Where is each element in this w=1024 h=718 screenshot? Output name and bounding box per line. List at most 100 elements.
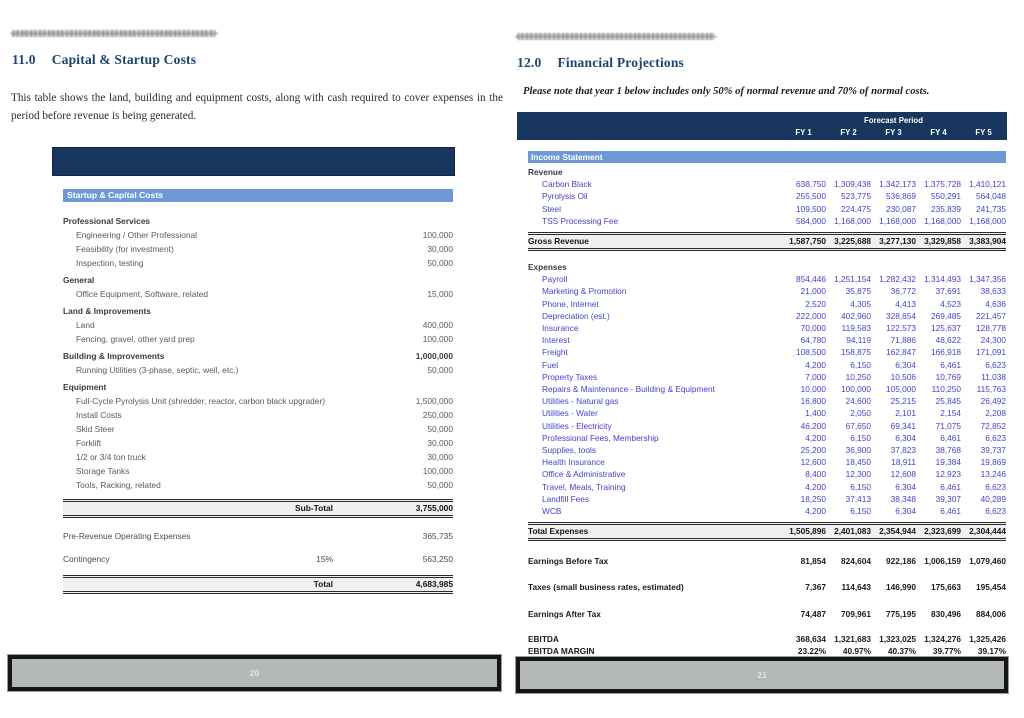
expense-row: Repairs & Maintenance - Building & Equip… (528, 383, 1006, 395)
expense-row: Payroll 854,446 1,251,154 1,282,432 1,314,49… (528, 273, 1006, 285)
row-value: 1,079,460 (969, 556, 1006, 567)
expense-row: Supplies, tools 25,200 36,900 37,823 38,768 3… (528, 444, 1006, 456)
row-value: 775,195 (886, 608, 916, 619)
column-header-fy1: FY 1 (795, 128, 812, 137)
table-row: Fencing, gravel, other yard prep 100,000 (63, 334, 453, 344)
row-value: 1,324,276 (924, 633, 961, 644)
column-header-fy4: FY 4 (930, 128, 947, 137)
row-value: 1,410,121 (969, 179, 1006, 190)
expenses-section-label: Expenses (528, 261, 1006, 273)
subtotal-row: Sub-Total 3,755,000 (63, 499, 453, 518)
section-label: Revenue (528, 167, 563, 177)
row-value: 6,304 (895, 359, 916, 370)
row-value: 36,900 (845, 445, 871, 456)
row-value: 1,347,356 (969, 274, 1006, 285)
ebitda-margin-row: EBITDA MARGIN 23.22% 40.97% 40.37% 39.77% 39.… (528, 645, 1006, 657)
row-value: 2,101 (895, 408, 916, 419)
section-number: 12.0 (517, 55, 542, 70)
row-value: 2,208 (985, 408, 1006, 419)
row-value: 21,000 (800, 286, 826, 297)
row-value: 1,309,438 (834, 179, 871, 190)
gross-revenue-row: Gross Revenue 1,587,750 3,225,688 3,277,130… (528, 232, 1006, 252)
row-value: 158,875 (841, 347, 871, 358)
row-value: 64,780 (800, 335, 826, 346)
row-value: 824,604 (841, 556, 871, 567)
row-label: Office Equipment, Software, related (76, 289, 209, 299)
row-label: Marketing & Promotion (542, 286, 627, 297)
row-value: 122,573 (886, 323, 916, 334)
row-value: 15,000 (427, 289, 453, 299)
expense-row: Health Insurance 12,600 18,450 18,911 19,384… (528, 456, 1006, 468)
row-label: Property Taxes (542, 371, 598, 382)
expense-row: Depreciation (est.) 222,000 402,960 328,654… (528, 310, 1006, 322)
section-row: Building & Improvements 1,000,000 (63, 351, 453, 361)
table-row: Running Utilities (3-phase, septic, well… (63, 365, 453, 375)
row-value: 6,150 (850, 432, 871, 443)
row-value: 6,461 (940, 481, 961, 492)
income-statement-band: Income Statement (528, 151, 1006, 163)
row-value: 564,048 (976, 191, 1006, 202)
row-value: 4,200 (805, 359, 826, 370)
row-value: 40,289 (980, 493, 1006, 504)
row-value: 1,251,154 (834, 274, 871, 285)
row-value: 854,446 (796, 274, 826, 285)
assumption-note: Please note that year 1 below includes o… (523, 86, 930, 97)
row-value: 105,000 (886, 384, 916, 395)
section-title: Financial Projections (557, 55, 685, 70)
redacted-header-line (515, 33, 717, 40)
expense-row: Freight 108,500 158,875 162,847 166,918 171,0… (528, 346, 1006, 358)
row-value: 224,475 (841, 203, 871, 214)
row-value: 4,413 (895, 298, 916, 309)
row-value: 884,006 (976, 608, 1006, 619)
contingency-rate: 15% (316, 554, 333, 564)
row-value: 536,869 (886, 191, 916, 202)
row-value: 100,000 (422, 334, 453, 344)
row-value: 230,087 (886, 203, 916, 214)
expense-row: Phone, Internet 2,520 4,305 4,413 4,523 4,636 (528, 298, 1006, 310)
row-label: Utilities - Natural gas (542, 396, 619, 407)
row-label: Skid Steer (76, 424, 115, 434)
row-value: 16,800 (800, 396, 826, 407)
redacted-header-line (10, 30, 218, 37)
row-value: 26,492 (980, 396, 1006, 407)
table-row: Install Costs 250,000 (63, 410, 453, 420)
row-label: Travel, Meals, Training (542, 481, 626, 492)
document-page-left: 11.0 Capital & Startup Costs This table … (0, 0, 505, 718)
row-value: 2,354,944 (879, 526, 916, 537)
section-row: Equipment (63, 382, 453, 392)
row-value: 74,487 (800, 608, 826, 619)
row-value: 6,461 (940, 506, 961, 517)
row-value: 18,250 (800, 493, 826, 504)
table-row: Skid Steer 50,000 (63, 424, 453, 434)
expense-row: Insurance 70,000 119,583 122,573 125,637 128,… (528, 322, 1006, 334)
row-value: 2,323,699 (924, 526, 961, 537)
row-label: EBITDA MARGIN (528, 646, 595, 657)
row-value: 6,623 (985, 432, 1006, 443)
expense-row: Travel, Meals, Training 4,200 6,150 6,304 6,… (528, 481, 1006, 493)
row-value: 222,000 (796, 310, 826, 321)
row-value: 7,367 (805, 582, 826, 593)
row-value: 39.77% (932, 646, 961, 657)
row-value: 2,304,444 (969, 526, 1006, 537)
expense-row: Marketing & Promotion 21,000 35,875 36,772 3… (528, 285, 1006, 297)
row-value: 1,321,683 (834, 633, 871, 644)
row-value: 162,847 (886, 347, 916, 358)
expense-row: Office & Administrative 8,400 12,300 12,608… (528, 468, 1006, 480)
row-value: 250,000 (422, 410, 453, 420)
table-row: Feasibility (for investment) 30,000 (63, 244, 453, 254)
row-label: Earnings After Tax (528, 608, 601, 619)
subtotal-label: Sub-Total (295, 503, 333, 513)
section-label: Building & Improvements (63, 351, 165, 361)
revenue-section-label: Revenue (528, 166, 1006, 178)
expense-row: Utilities - Water 1,400 2,050 2,101 2,154 2,2… (528, 407, 1006, 419)
section-row: General (63, 275, 453, 285)
row-value: 2,050 (850, 408, 871, 419)
row-label: Steel (542, 203, 561, 214)
row-value: 4,305 (850, 298, 871, 309)
row-value: 10,769 (935, 371, 961, 382)
row-label: Utilities - Electricity (542, 420, 612, 431)
row-value: 13,246 (980, 469, 1006, 480)
row-label: Health Insurance (542, 457, 605, 468)
section-value: 1,000,000 (415, 351, 453, 361)
row-label: Carbon Black (542, 179, 592, 190)
